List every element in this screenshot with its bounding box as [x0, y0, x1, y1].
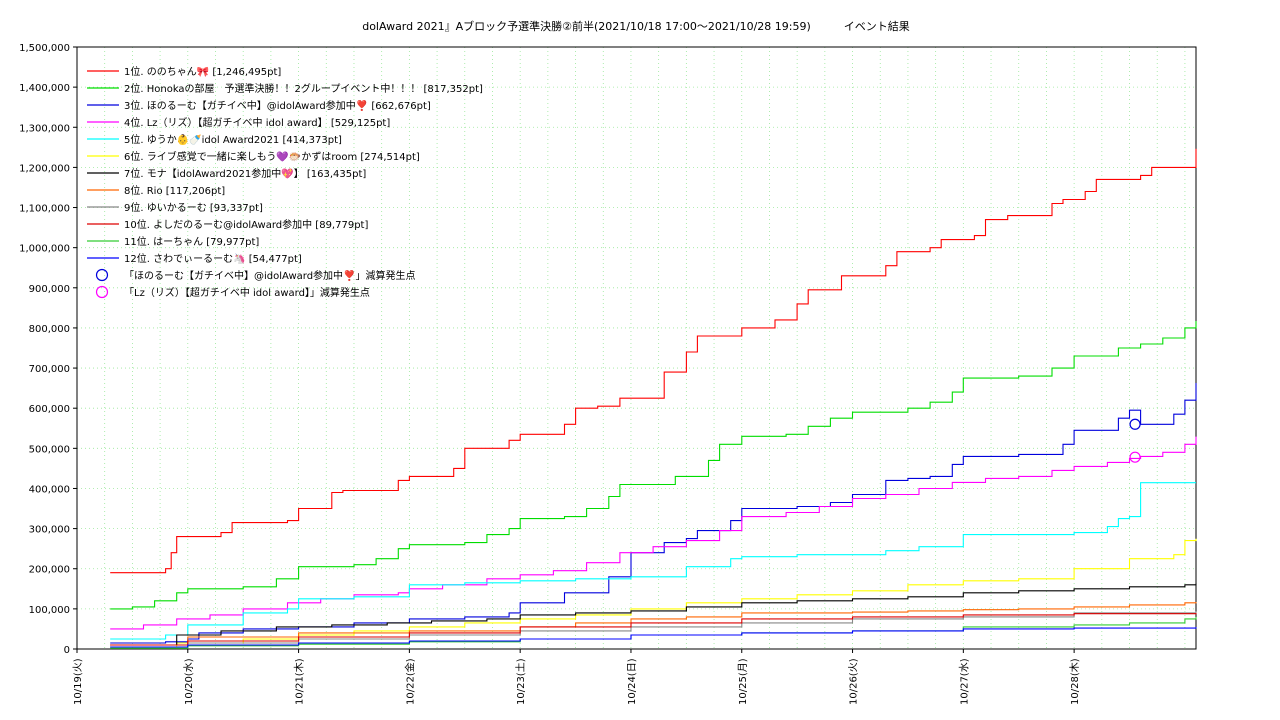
- y-tick-label: 1,500,000: [19, 43, 70, 54]
- x-tick-label: 10/20(水): [183, 658, 195, 705]
- y-axis: 0 100,000 200,000 300,000 400,000 500,000 600,…: [19, 43, 77, 656]
- legend-label: 9位. ゆいかるーむ [93,337pt]: [124, 201, 263, 214]
- x-tick-label: 10/24(日): [627, 658, 638, 705]
- legend-label: 1位. ののちゃん🎀 [1,246,495pt]: [124, 65, 281, 78]
- legend-label: 3位. ほのるーむ【ガチイベ中】@idolAward参加中❣️ [662,676…: [124, 99, 431, 112]
- series-line-8: [110, 602, 1197, 646]
- series-line-1: [110, 148, 1197, 574]
- y-tick-label: 900,000: [29, 284, 70, 295]
- y-tick-label: 1,400,000: [19, 83, 70, 94]
- y-tick-label: 500,000: [29, 444, 70, 455]
- legend-label: 2位. Honokaの部屋 予選準決勝！！2グループイベント中！！！ [817,…: [124, 82, 483, 95]
- legend-label: 12位. さわでぃーるーむ🦄 [54,477pt]: [124, 252, 302, 265]
- x-tick-label: 10/25(月): [737, 658, 749, 705]
- legend-label: 4位. Lz（リズ）【超ガチイベ中 idol award】 [529,125pt…: [124, 116, 390, 129]
- x-tick-label: 10/23(土): [514, 658, 527, 705]
- chart-title: dolAward 2021』Aブロック予選準決勝②前半(2021/10/18 1…: [362, 19, 910, 33]
- x-tick-label: 10/27(水): [958, 658, 970, 705]
- x-tick-label: 10/28(木): [1069, 658, 1081, 705]
- legend-label: 10位. よしだのるーむ@idolAward参加中 [89,779pt]: [124, 218, 368, 231]
- y-tick-label: 1,200,000: [19, 163, 70, 174]
- y-tick-label: 1,300,000: [19, 123, 70, 134]
- y-tick-label: 400,000: [29, 484, 70, 495]
- marker-point-1: [1129, 418, 1141, 430]
- series-group: [110, 148, 1197, 649]
- series-line-4: [110, 436, 1197, 630]
- x-tick-label: 10/26(火): [848, 658, 860, 705]
- y-tick-label: 100,000: [29, 605, 70, 616]
- legend-label: 11位. はーちゃん [79,977pt]: [124, 235, 259, 248]
- grid: [77, 47, 1196, 649]
- y-tick-label: 200,000: [29, 565, 70, 576]
- y-tick-label: 600,000: [29, 404, 70, 415]
- marker-point-2: [1129, 451, 1141, 463]
- x-tick-label: 10/19(火): [72, 658, 84, 705]
- y-tick-label: 1,000,000: [19, 244, 70, 255]
- legend-label: 7位. モナ【idolAward2021参加中💖】 [163,435pt]: [124, 167, 366, 180]
- legend-label: 8位. Rio [117,206pt]: [124, 184, 225, 197]
- y-tick-label: 700,000: [29, 364, 70, 375]
- series-line-5: [110, 482, 1196, 640]
- series-line-3: [110, 383, 1197, 644]
- marker-group: [1129, 418, 1141, 463]
- legend-label: 「ほのるーむ【ガチイベ中】@idolAward参加中❣️」減算発生点: [124, 269, 416, 282]
- x-tick-label: 10/21(木): [294, 658, 306, 705]
- legend-label: 「Lz（リズ）【超ガチイベ中 idol award】」減算発生点: [124, 286, 370, 299]
- legend-label: 6位. ライブ感覚で一緒に楽しもう💜🐡かずはroom [274,514pt]: [124, 150, 420, 163]
- y-tick-label: 800,000: [29, 324, 70, 335]
- y-tick-label: 300,000: [29, 525, 70, 536]
- x-axis: 10/19(火) 10/20(水) 10/21(木) 10/22(金) 10/23(土)…: [72, 649, 1081, 705]
- series-line-10: [110, 613, 1197, 646]
- y-tick-label: 0: [64, 645, 70, 656]
- legend-marker-swatch: [95, 268, 109, 282]
- legend: 1位. ののちゃん🎀 [1,246,495pt] 2位. Honokaの部屋 予選…: [87, 65, 483, 299]
- plot-frame: [76, 46, 1197, 650]
- y-tick-label: 1,100,000: [19, 204, 70, 215]
- series-line-2: [110, 321, 1197, 610]
- legend-label: 5位. ゆうか👶🍼idol Award2021 [414,373pt]: [124, 133, 342, 146]
- legend-marker-swatch: [95, 285, 109, 299]
- series-line-12: [110, 627, 1197, 648]
- x-tick-label: 10/22(金): [403, 658, 416, 705]
- series-line-7: [110, 583, 1197, 646]
